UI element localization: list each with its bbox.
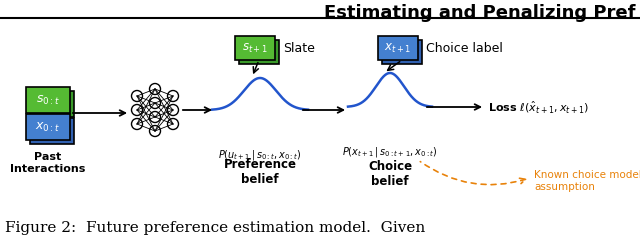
Text: Past
Interactions: Past Interactions <box>10 152 86 174</box>
FancyBboxPatch shape <box>30 91 74 117</box>
Text: $s_{t+1}$: $s_{t+1}$ <box>242 41 268 54</box>
FancyBboxPatch shape <box>235 36 275 60</box>
Text: Choice label: Choice label <box>426 41 503 54</box>
Text: Known choice model
assumption: Known choice model assumption <box>534 170 640 192</box>
Text: Figure 2:  Future preference estimation model.  Given: Figure 2: Future preference estimation m… <box>5 221 425 235</box>
FancyBboxPatch shape <box>30 118 74 144</box>
Text: Loss $\ell(\hat{x}_{t+1}, x_{t+1})$: Loss $\ell(\hat{x}_{t+1}, x_{t+1})$ <box>488 99 589 115</box>
Text: $P(u_{t+1}\,|\,s_{0:t}, x_{0:t})$: $P(u_{t+1}\,|\,s_{0:t}, x_{0:t})$ <box>218 148 301 162</box>
FancyBboxPatch shape <box>26 87 70 113</box>
Text: $P(x_{t+1}\,|\,s_{0:t+1}, x_{0:t})$: $P(x_{t+1}\,|\,s_{0:t+1}, x_{0:t})$ <box>342 145 438 159</box>
FancyBboxPatch shape <box>382 40 422 64</box>
Text: Choice
belief: Choice belief <box>368 160 412 188</box>
Text: $x_{t+1}$: $x_{t+1}$ <box>385 41 412 54</box>
Text: Slate: Slate <box>283 41 315 54</box>
Text: $s_{0:t}$: $s_{0:t}$ <box>36 93 60 106</box>
Text: Estimating and Penalizing Pref: Estimating and Penalizing Pref <box>324 4 636 22</box>
Text: Preference
belief: Preference belief <box>223 158 296 186</box>
FancyBboxPatch shape <box>378 36 418 60</box>
FancyBboxPatch shape <box>26 114 70 140</box>
Text: $x_{0:t}$: $x_{0:t}$ <box>35 121 61 134</box>
FancyBboxPatch shape <box>239 40 279 64</box>
